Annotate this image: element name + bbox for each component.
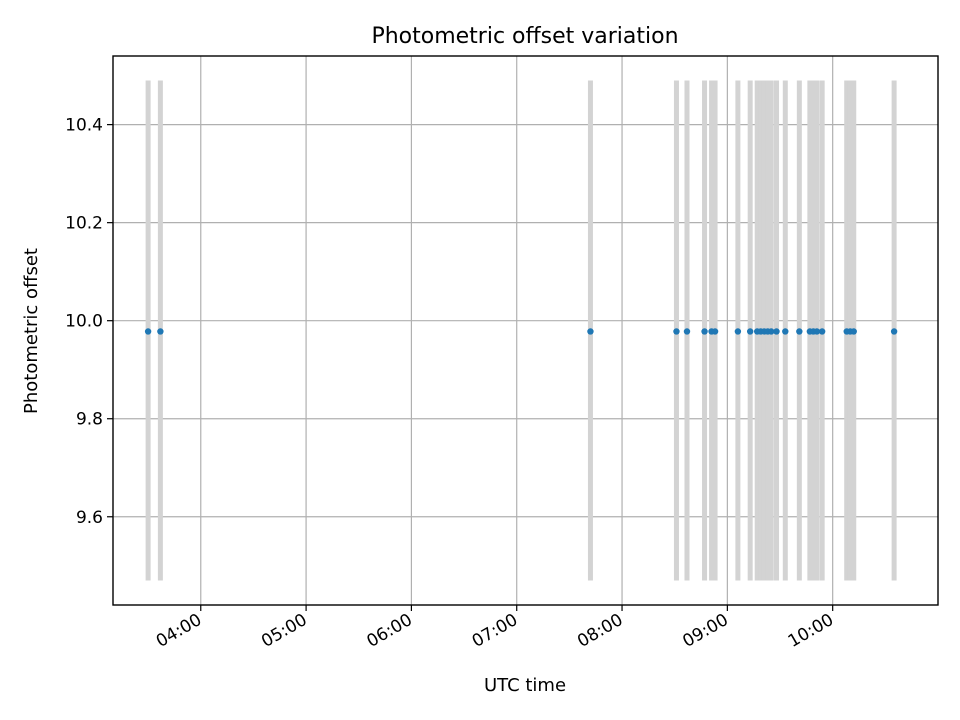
data-point [144, 328, 152, 335]
data-point [587, 328, 594, 335]
y-tick-label: 9.6 [76, 508, 103, 528]
x-tick-label: 07:00 [469, 610, 521, 652]
data-point [813, 328, 821, 335]
data-point [711, 328, 719, 335]
x-tick-label: 05:00 [258, 610, 310, 652]
plot-frame [112, 55, 939, 606]
tick-layer: 04:00 05:00 06:00 07:00 08:00 09:00 10:00 9.6 9.… [65, 116, 837, 652]
y-tick-label: 10.2 [65, 214, 103, 234]
data-point [701, 328, 708, 335]
data-point [734, 328, 742, 335]
data-point [773, 328, 780, 335]
x-axis-label: UTC time [484, 675, 566, 696]
data-point [768, 328, 775, 335]
data-point [746, 328, 754, 335]
data-point [850, 328, 857, 335]
x-tick-label: 10:00 [785, 610, 837, 652]
data-point [683, 328, 691, 335]
data-point [796, 328, 803, 335]
data-point [673, 328, 680, 335]
y-axis-label: Photometric offset [21, 248, 42, 414]
data-point [157, 328, 164, 335]
y-tick-label: 10.4 [65, 116, 103, 136]
point-layer [144, 328, 898, 335]
x-tick-label: 08:00 [574, 610, 626, 652]
x-tick-label: 04:00 [153, 610, 205, 652]
data-point [782, 328, 789, 335]
x-tick-label: 06:00 [363, 610, 415, 652]
data-point [890, 328, 898, 335]
data-point [818, 328, 826, 335]
x-tick-label: 09:00 [679, 610, 731, 652]
y-tick-label: 9.8 [76, 410, 103, 430]
y-tick-label: 10.0 [65, 312, 103, 332]
chart-title: Photometric offset variation [371, 24, 678, 49]
